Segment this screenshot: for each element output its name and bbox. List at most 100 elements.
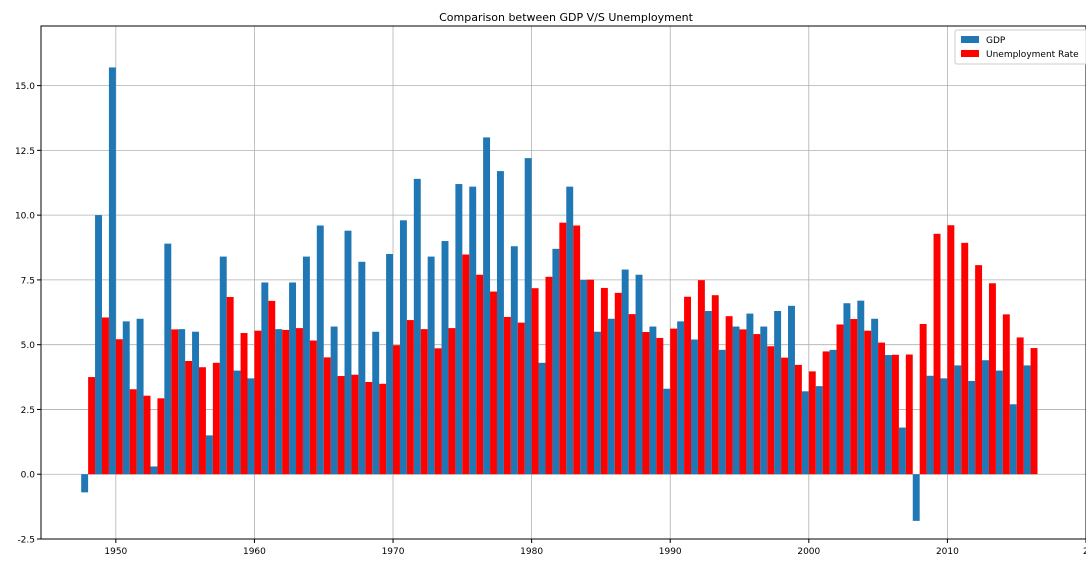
unemployment-bar	[905, 354, 913, 475]
gdp-bar	[677, 321, 685, 475]
gdp-bar	[108, 67, 116, 475]
gdp-bar	[219, 256, 227, 475]
y-tick-label: -2.5	[17, 536, 35, 546]
y-tick-label: 2.5	[21, 406, 35, 416]
gdp-bar	[233, 370, 241, 475]
unemployment-bar	[628, 314, 636, 475]
unemployment-bar	[947, 225, 955, 475]
gdp-bar	[136, 318, 144, 475]
unemployment-bar	[822, 351, 830, 475]
unemployment-bar	[157, 398, 165, 475]
gdp-bar	[815, 386, 823, 475]
unemployment-bar	[767, 346, 775, 475]
gdp-bar	[316, 225, 324, 475]
gdp-bar	[593, 331, 601, 475]
gdp-bar	[510, 246, 518, 475]
unemployment-bar	[614, 292, 622, 475]
unemployment-bar	[351, 374, 359, 475]
unemployment-bar	[171, 329, 179, 475]
unemployment-bar	[988, 283, 996, 475]
gdp-bar	[205, 435, 213, 475]
unemployment-bar	[503, 316, 511, 475]
gdp-bar	[122, 321, 130, 475]
x-tick-label: 2000	[797, 547, 820, 557]
unemployment-bar	[684, 296, 692, 475]
x-tick-label: 1960	[243, 547, 266, 557]
gdp-bar	[746, 313, 754, 475]
gdp-bar	[829, 349, 837, 475]
gdp-bar	[455, 184, 463, 475]
y-tick-label: 7.5	[21, 276, 35, 286]
gdp-bar	[898, 427, 906, 475]
gdp-bar	[857, 300, 865, 475]
unemployment-bar	[961, 242, 969, 475]
unemployment-bar	[587, 279, 594, 475]
unemployment-bar	[448, 328, 456, 475]
gdp-bar	[801, 391, 809, 475]
gdp-bar	[926, 375, 934, 475]
tick-labels: -2.5 0.0 2.5 5.0 7.5 10.0 12.5 15.0 1950 1960 1970…	[15, 82, 1086, 557]
unemployment-bar	[101, 317, 109, 475]
gdp-bar	[330, 326, 338, 475]
unemployment-bar	[379, 383, 387, 475]
gdp-bar	[275, 329, 283, 475]
y-tick-label: 0.0	[21, 471, 36, 481]
unemployment-bar	[365, 381, 373, 475]
y-tick-label: 12.5	[15, 147, 35, 157]
gdp-bar	[413, 178, 421, 475]
gdp-bar	[1009, 404, 1017, 475]
gdp-bar	[95, 215, 102, 475]
gdp-bar	[524, 158, 532, 475]
unemployment-bar	[309, 340, 317, 475]
y-tick-label: 10.0	[15, 212, 35, 222]
unemployment-bar	[794, 364, 802, 475]
gdp-bar	[1023, 365, 1031, 475]
unemployment-bar	[919, 323, 927, 475]
gdp-bar	[912, 474, 920, 521]
unemployment-bar	[725, 316, 733, 475]
unemployment-bar	[878, 342, 886, 475]
unemployment-bar	[711, 295, 719, 475]
x-tick-label: 2010	[936, 547, 959, 557]
unemployment-bar	[434, 348, 442, 475]
unemployment-bar	[1030, 348, 1038, 475]
unemployment-bar	[212, 362, 220, 475]
unemployment-bar	[476, 274, 484, 475]
unemployment-bar	[642, 331, 650, 475]
gdp-bar	[386, 254, 394, 475]
gdp-bar	[150, 466, 158, 475]
unemployment-bar	[420, 329, 428, 475]
chart-title: Comparison between GDP V/S Unemployment	[439, 11, 693, 24]
gdp-legend-swatch	[961, 36, 979, 43]
x-tick-label: 1970	[382, 547, 405, 557]
gdp-bar	[760, 326, 768, 475]
unemployment-bar	[198, 367, 206, 475]
gdp-bar	[358, 261, 366, 475]
gdp-bar	[469, 186, 477, 475]
gdp-bar	[441, 241, 449, 475]
unemployment-bar	[656, 337, 664, 475]
gdp-bar	[372, 331, 380, 475]
unemployment-bar	[226, 297, 234, 475]
gdp-bar	[885, 355, 892, 475]
plot-frame	[40, 25, 1086, 540]
legend: GDP Unemployment Rate	[954, 29, 1086, 65]
unemployment-bar	[975, 265, 983, 475]
x-tick-label: 1990	[659, 547, 682, 557]
gdp-bar	[607, 318, 615, 475]
unemployment-bar	[545, 276, 553, 475]
unemployment-bar	[559, 222, 567, 475]
gdp-bar	[552, 248, 560, 475]
gdp-bar	[968, 380, 976, 475]
unemployment-bar	[891, 354, 899, 475]
gdp-bar	[940, 378, 948, 475]
gdp-bar	[289, 282, 297, 475]
gdp-bar	[302, 256, 310, 475]
unemployment-bar	[808, 371, 816, 475]
gdp-bar	[691, 339, 698, 475]
unemployment-legend-label: Unemployment Rate	[986, 50, 1079, 60]
unemployment-bar	[282, 329, 290, 475]
unemployment-bar	[254, 330, 262, 475]
